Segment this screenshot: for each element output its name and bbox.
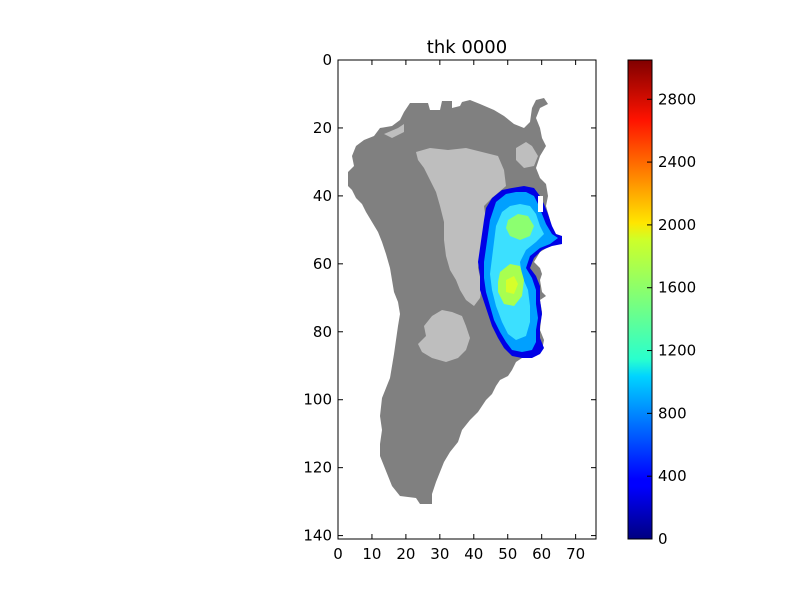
colorbar-tick-label: 800 [658, 404, 687, 422]
y-tick: 80 [313, 323, 596, 341]
chart-title: thk 0000 [427, 37, 507, 58]
y-tick: 40 [313, 187, 596, 205]
interior-zone-east [516, 142, 538, 168]
colorbar-tick: 0 [647, 530, 668, 548]
x-axis: 0 10 20 30 40 50 60 70 [333, 60, 585, 563]
y-tick: 0 [322, 51, 596, 69]
colorbar-tick: 1600 [647, 279, 696, 297]
y-tick: 140 [303, 527, 596, 545]
colorbar-tick: 400 [647, 467, 687, 485]
x-tick: 50 [498, 60, 517, 563]
x-tick-label: 40 [464, 545, 483, 563]
colorbar-tick: 2400 [647, 153, 696, 171]
x-tick: 40 [464, 60, 483, 563]
x-tick: 60 [532, 60, 551, 563]
x-tick: 30 [430, 60, 449, 563]
y-tick-label: 100 [303, 391, 332, 409]
interior-zone-central [416, 148, 506, 306]
x-tick-label: 20 [396, 545, 415, 563]
y-tick: 100 [303, 391, 596, 409]
x-tick-label: 30 [430, 545, 449, 563]
x-tick-label: 0 [333, 545, 343, 563]
y-tick-label: 120 [303, 459, 332, 477]
y-tick-label: 80 [313, 323, 332, 341]
y-tick-label: 140 [303, 527, 332, 545]
interior-zone-north [384, 124, 404, 138]
colorbar-tick-label: 1600 [658, 279, 696, 297]
colorbar-tick: 2800 [647, 90, 696, 108]
ice-inlet [538, 196, 543, 212]
x-tick: 70 [566, 60, 585, 563]
colorbar-tick: 2000 [647, 216, 696, 234]
colorbar-tick-label: 1200 [658, 342, 696, 360]
x-tick: 0 [333, 60, 343, 563]
colorbar-tick-label: 400 [658, 467, 687, 485]
y-tick-label: 40 [313, 187, 332, 205]
map-area [348, 98, 562, 504]
y-tick-label: 20 [313, 119, 332, 137]
x-tick: 20 [396, 60, 415, 563]
x-tick: 10 [362, 60, 381, 563]
colorbar-tick-label: 2000 [658, 216, 696, 234]
colorbar-tick-label: 0 [658, 530, 668, 548]
colorbar-tick: 1200 [647, 342, 696, 360]
x-tick-label: 50 [498, 545, 517, 563]
interior-zone-south [418, 310, 470, 362]
colorbar-tick-label: 2800 [658, 90, 696, 108]
y-tick-label: 60 [313, 255, 332, 273]
colorbar-axis: 0 400 800 1200 1600 2000 2400 2800 [647, 90, 696, 548]
colorbar [627, 59, 653, 540]
x-tick-label: 70 [566, 545, 585, 563]
y-tick: 20 [313, 119, 596, 137]
ice-sheet-dome [506, 276, 518, 294]
plot-frame [337, 59, 597, 540]
x-tick-label: 10 [362, 545, 381, 563]
x-tick-label: 60 [532, 545, 551, 563]
y-tick-label: 0 [322, 51, 332, 69]
y-axis: 0 20 40 60 80 100 120 140 [303, 51, 596, 545]
y-tick: 60 [313, 255, 596, 273]
y-tick: 120 [303, 459, 596, 477]
colorbar-tick: 800 [647, 404, 687, 422]
ice-sheet-thick-north [506, 214, 534, 240]
colorbar-tick-label: 2400 [658, 153, 696, 171]
